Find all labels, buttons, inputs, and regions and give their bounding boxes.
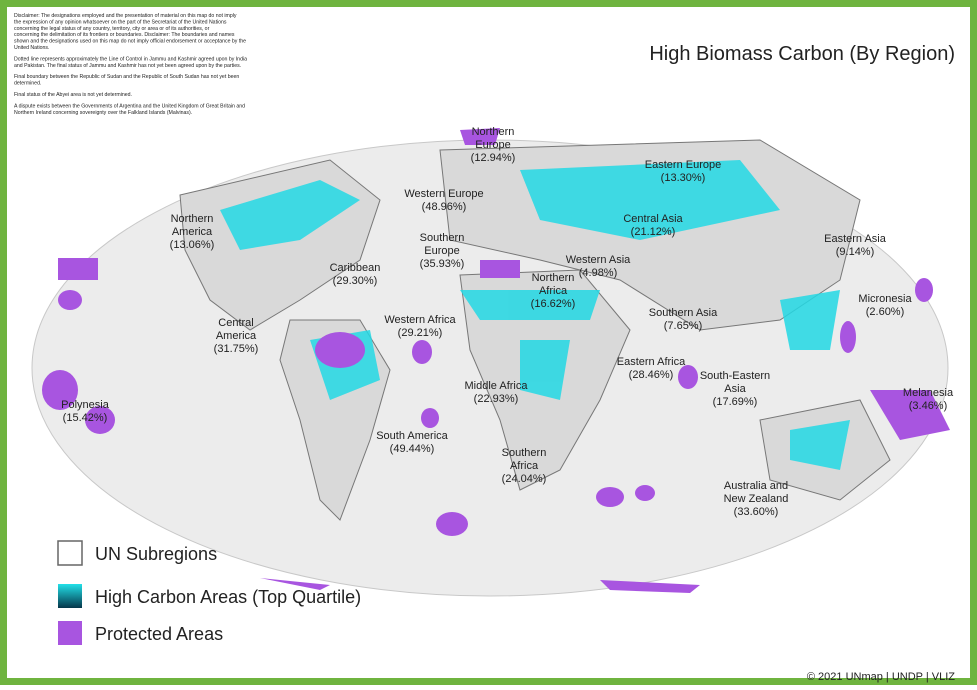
region-label: Eastern Asia	[824, 233, 887, 245]
credit: © 2021 UNmap | UNDP | VLIZ	[807, 671, 955, 683]
legend-label: High Carbon Areas (Top Quartile)	[95, 587, 361, 607]
region-label: (16.62%)	[531, 298, 576, 310]
region-label: Western Africa	[384, 314, 456, 326]
region-label: (7.65%)	[664, 320, 703, 332]
region-label: Middle Africa	[465, 380, 529, 392]
region-label: (48.96%)	[422, 201, 467, 213]
region-label: Asia	[724, 383, 746, 395]
region-label: (3.46%)	[909, 400, 948, 412]
region-label: Western Europe	[404, 188, 483, 200]
region-label: (2.60%)	[866, 306, 905, 318]
region-label: (35.93%)	[420, 258, 465, 270]
region-label: Africa	[539, 285, 568, 297]
region-label: Southern Asia	[649, 307, 718, 319]
region-label: Eastern Africa	[617, 356, 686, 368]
region-label: Micronesia	[858, 293, 912, 305]
region-label: (24.04%)	[502, 473, 547, 485]
region-label: (9.14%)	[836, 246, 875, 258]
region-label: Central Asia	[623, 213, 683, 225]
region-label: (13.06%)	[170, 239, 215, 251]
region-label: Eastern Europe	[645, 159, 721, 171]
region-label: Northern	[472, 126, 515, 138]
region-label: (29.30%)	[333, 275, 378, 287]
region-label: (21.12%)	[631, 226, 676, 238]
region-label: (4.98%)	[579, 267, 618, 279]
disclaimer-paragraph: Dotted line represents approximately the…	[14, 56, 247, 68]
region-label: Southern	[502, 447, 547, 459]
region-label: Polynesia	[61, 399, 110, 411]
region-label: Africa	[510, 460, 539, 472]
legend-swatch	[58, 541, 82, 565]
legend-label: Protected Areas	[95, 624, 223, 644]
region-label: (15.42%)	[63, 412, 108, 424]
legend-swatch	[58, 584, 82, 608]
map-title: High Biomass Carbon (By Region)	[649, 43, 955, 65]
legend-swatch	[58, 621, 82, 645]
region-label: (13.30%)	[661, 172, 706, 184]
region-label: (12.94%)	[471, 152, 516, 164]
region-label: Europe	[475, 139, 510, 151]
region-label: Southern	[420, 232, 465, 244]
region-label: Central	[218, 317, 253, 329]
region-label: Western Asia	[566, 254, 631, 266]
region-label: Australia and	[724, 480, 788, 492]
region-label: New Zealand	[724, 493, 789, 505]
region-label: South-Eastern	[700, 370, 770, 382]
region-label: (17.69%)	[713, 396, 758, 408]
region-label: Caribbean	[330, 262, 381, 274]
region-label: (49.44%)	[390, 443, 435, 455]
map-page: Disclaimer: The designations employed an…	[0, 0, 977, 685]
region-label: (28.46%)	[629, 369, 674, 381]
region-label: (31.75%)	[214, 343, 259, 355]
region-label: Europe	[424, 245, 459, 257]
region-label: Melanesia	[903, 387, 954, 399]
region-label: South America	[376, 430, 448, 442]
legend-label: UN Subregions	[95, 544, 217, 564]
region-label: Northern	[171, 213, 214, 225]
region-label: (29.21%)	[398, 327, 443, 339]
disclaimer-paragraph: Final status of the Abyei area is not ye…	[14, 92, 132, 98]
region-label: (22.93%)	[474, 393, 519, 405]
region-label: Northern	[532, 272, 575, 284]
region-label: America	[216, 330, 257, 342]
region-label: (33.60%)	[734, 506, 779, 518]
region-label: America	[172, 226, 213, 238]
